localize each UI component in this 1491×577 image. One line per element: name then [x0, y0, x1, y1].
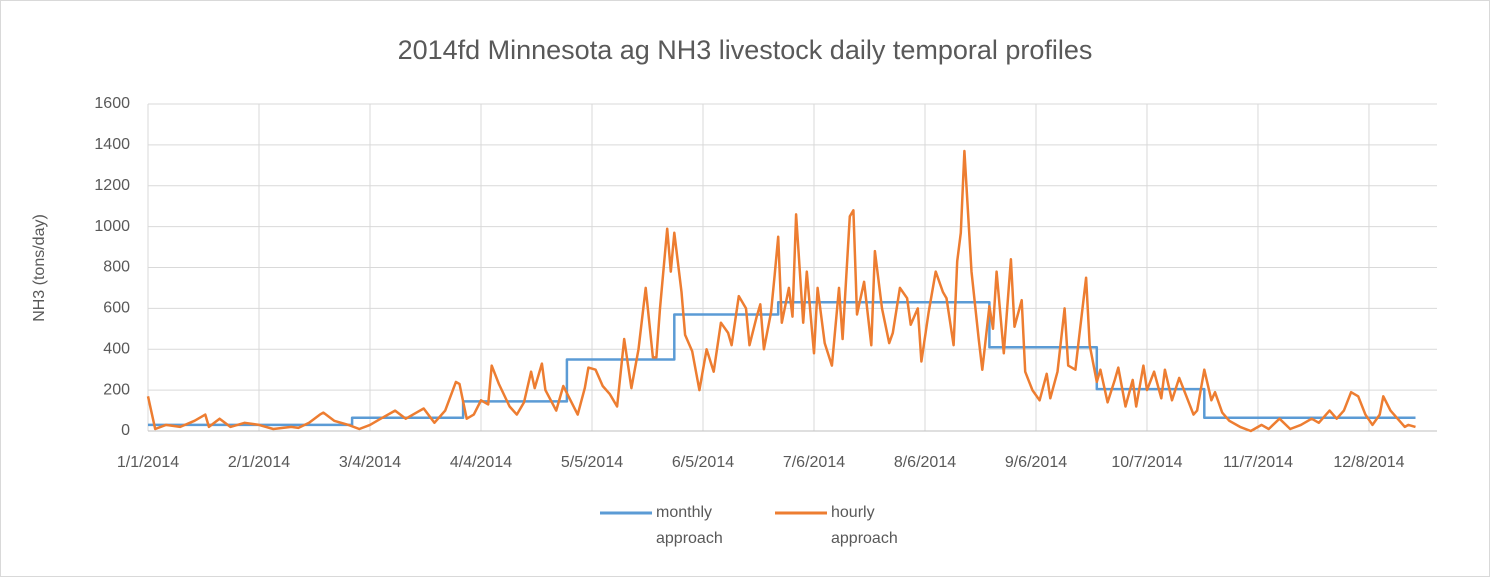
y-axis-title: NH3 (tons/day) — [31, 214, 48, 322]
x-tick-label: 9/6/2014 — [1005, 454, 1067, 471]
legend-label: hourly approach — [831, 504, 898, 547]
x-tick-label: 6/5/2014 — [672, 454, 734, 471]
y-tick-label: 1400 — [94, 136, 130, 153]
y-tick-label: 1200 — [94, 177, 130, 194]
x-tick-label: 11/7/2014 — [1223, 454, 1293, 471]
y-tick-label: 800 — [103, 259, 130, 276]
x-tick-label: 2/1/2014 — [228, 454, 290, 471]
x-tick-label: 7/6/2014 — [783, 454, 845, 471]
data-line — [148, 300, 1416, 427]
x-tick-label: 1/1/2014 — [117, 454, 179, 471]
chart-title: 2014fd Minnesota ag NH3 livestock daily … — [398, 35, 1093, 65]
x-tick-label: 3/4/2014 — [339, 454, 401, 471]
x-tick-label: 4/4/2014 — [450, 454, 512, 471]
y-tick-label: 0 — [121, 422, 130, 439]
y-tick-label: 400 — [103, 340, 130, 357]
y-tick-label: 200 — [103, 381, 130, 398]
legend-label: monthly approach — [656, 504, 723, 547]
y-tick-label: 1600 — [94, 95, 130, 112]
y-tick-label: 600 — [103, 300, 130, 317]
x-tick-label: 12/8/2014 — [1333, 454, 1404, 471]
x-tick-label: 8/6/2014 — [894, 454, 956, 471]
data-line — [146, 149, 1416, 433]
x-tick-label: 5/5/2014 — [561, 454, 623, 471]
y-tick-label: 1000 — [94, 218, 130, 235]
x-tick-label: 10/7/2014 — [1111, 454, 1182, 471]
